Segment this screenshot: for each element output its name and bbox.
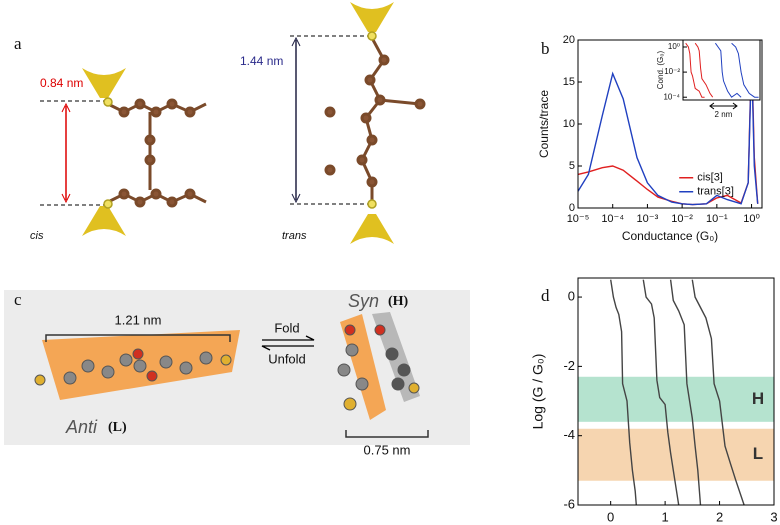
series-line	[731, 42, 759, 98]
plot-frame	[682, 39, 761, 101]
y-tick-label: -2	[563, 358, 575, 373]
band-label: L	[753, 444, 763, 463]
panel-label: b	[541, 39, 550, 58]
y-tick-label: 20	[563, 34, 575, 46]
legend-label: trans[3]	[697, 186, 734, 198]
series-line	[610, 279, 637, 506]
x-tick-label: 2	[716, 509, 723, 524]
equilibrium-arrows	[261, 335, 315, 351]
width-label: 1.21 nm	[115, 312, 162, 327]
scale-bar-heads	[709, 102, 738, 110]
width-bracket	[345, 430, 429, 438]
x-tick-label: 0	[607, 509, 614, 524]
legend-label: cis[3]	[697, 172, 723, 184]
arrow-heads	[291, 36, 301, 204]
conformer-label: Anti	[65, 417, 98, 437]
y-tick-label: 10	[563, 118, 575, 130]
conformer-label: Syn	[348, 291, 379, 311]
syn-plane	[340, 314, 386, 420]
x-tick-label: 1	[661, 509, 668, 524]
y-axis-label: Log (G / G₀)	[530, 354, 546, 430]
y-tick-label: 10⁻²	[664, 67, 680, 76]
width-bracket	[45, 334, 231, 342]
isomer-label: cis	[30, 230, 44, 242]
y-tick-label: -4	[563, 427, 575, 442]
panel-label: c	[14, 290, 22, 309]
panel-label: a	[14, 34, 22, 53]
series-line	[577, 56, 759, 206]
electrode	[350, 214, 394, 244]
x-tick-label: 10⁻²	[671, 213, 693, 225]
x-tick-label: 10⁻⁵	[567, 213, 590, 225]
charts: 10⁻⁵ 10⁻⁴ 10⁻³ 10⁻² 10⁻¹ 10⁰05101520Conductan…	[530, 34, 778, 525]
molecule-anti	[34, 348, 232, 386]
x-tick-label: 3	[770, 509, 777, 524]
y-tick-label: 0	[568, 288, 575, 303]
x-tick-label: 10⁻¹	[706, 213, 728, 225]
series-line	[694, 42, 714, 98]
arrow-label: Fold	[274, 320, 299, 335]
y-axis-label: Counts/trace	[537, 90, 551, 158]
scale-bar-label: 2 nm	[715, 110, 733, 119]
band-label: H	[752, 389, 764, 408]
conformer-tag: (H)	[388, 294, 409, 309]
panel-a: a 0.84 nm cis 1.44 nm trans	[14, 2, 426, 244]
arrow-label: Unfold	[268, 351, 306, 366]
y-tick-label: -6	[563, 496, 575, 511]
series-line	[691, 279, 745, 506]
y-tick-label: 15	[563, 76, 575, 88]
series-line	[685, 42, 705, 98]
y-tick-label: 0	[569, 202, 575, 214]
isomer-label: trans	[282, 230, 307, 242]
width-label: 0.75 nm	[364, 442, 411, 457]
series-line	[714, 42, 742, 98]
arrow-heads	[61, 102, 71, 204]
band	[578, 428, 774, 481]
y-axis-label: Cond. (G₀)	[656, 50, 665, 89]
electrode	[350, 2, 394, 32]
molecule-trans	[324, 31, 426, 209]
conformer-tag: (L)	[108, 420, 127, 435]
band	[578, 376, 774, 422]
molecule-cis	[103, 97, 207, 209]
distance-label: 0.84 nm	[40, 76, 83, 90]
x-tick-label: 10⁰	[743, 213, 760, 225]
inset-background	[683, 40, 760, 100]
electrode	[82, 206, 126, 236]
x-tick-label: 10⁻⁴	[601, 213, 624, 225]
x-axis-label: Conductance (G₀)	[622, 229, 718, 243]
panel-label: d	[541, 286, 550, 305]
y-tick-label: 10⁰	[668, 42, 680, 51]
plot-frame	[577, 277, 775, 506]
molecule-syn	[337, 324, 420, 411]
electrode	[82, 68, 126, 98]
y-tick-label: 10⁻⁴	[663, 92, 680, 101]
y-tick-label: 5	[569, 160, 575, 172]
panel-c: c 1.21 nm Anti (L) Fold Unfold Syn (H) 0…	[4, 290, 470, 457]
x-tick-label: 10⁻³	[637, 213, 659, 225]
distance-label: 1.44 nm	[240, 54, 283, 68]
series-line	[669, 279, 702, 506]
series-line	[642, 279, 680, 506]
